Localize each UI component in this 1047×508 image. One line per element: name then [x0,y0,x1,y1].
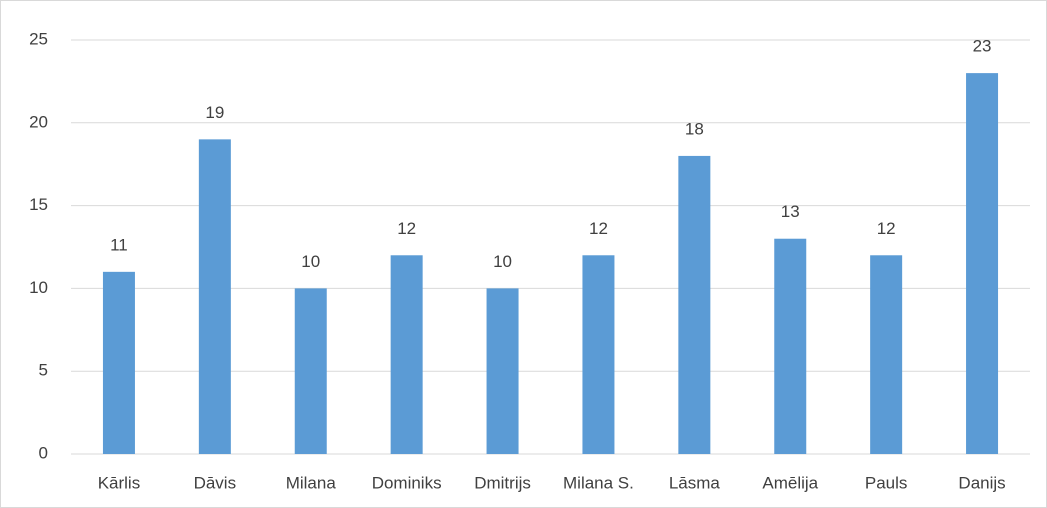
bar [582,255,615,454]
data-label: 12 [877,219,896,238]
y-tick-label: 10 [29,278,48,297]
x-tick-label: Milana S. [563,473,634,492]
x-tick-label: Danijs [958,473,1005,492]
x-tick-label: Milana [286,473,337,492]
x-tick-label: Lāsma [669,473,721,492]
bar [390,255,423,454]
x-tick-label: Dominiks [372,473,442,492]
data-label: 10 [301,252,320,271]
data-label: 23 [973,37,992,56]
x-tick-label: Dmitrijs [474,473,531,492]
bar [294,288,327,454]
x-tick-label: Pauls [865,473,908,492]
data-label: 18 [685,119,704,138]
y-tick-label: 20 [29,112,48,131]
data-label: 11 [110,235,128,254]
data-label: 12 [589,219,608,238]
bar [102,271,135,454]
bar [966,73,999,455]
bar [774,238,807,454]
y-tick-label: 15 [29,195,48,214]
data-label: 13 [781,202,800,221]
x-tick-label: Amēlija [762,473,818,492]
bar [486,288,519,454]
bar [870,255,903,454]
data-label: 19 [205,103,224,122]
y-tick-label: 0 [39,443,48,462]
data-label: 10 [493,252,512,271]
bar [678,155,711,455]
x-tick-label: Kārlis [98,473,141,492]
y-tick-label: 5 [39,361,48,380]
y-tick-label: 25 [29,29,48,48]
bar [198,139,231,455]
data-label: 12 [397,219,416,238]
x-tick-label: Dāvis [194,473,237,492]
